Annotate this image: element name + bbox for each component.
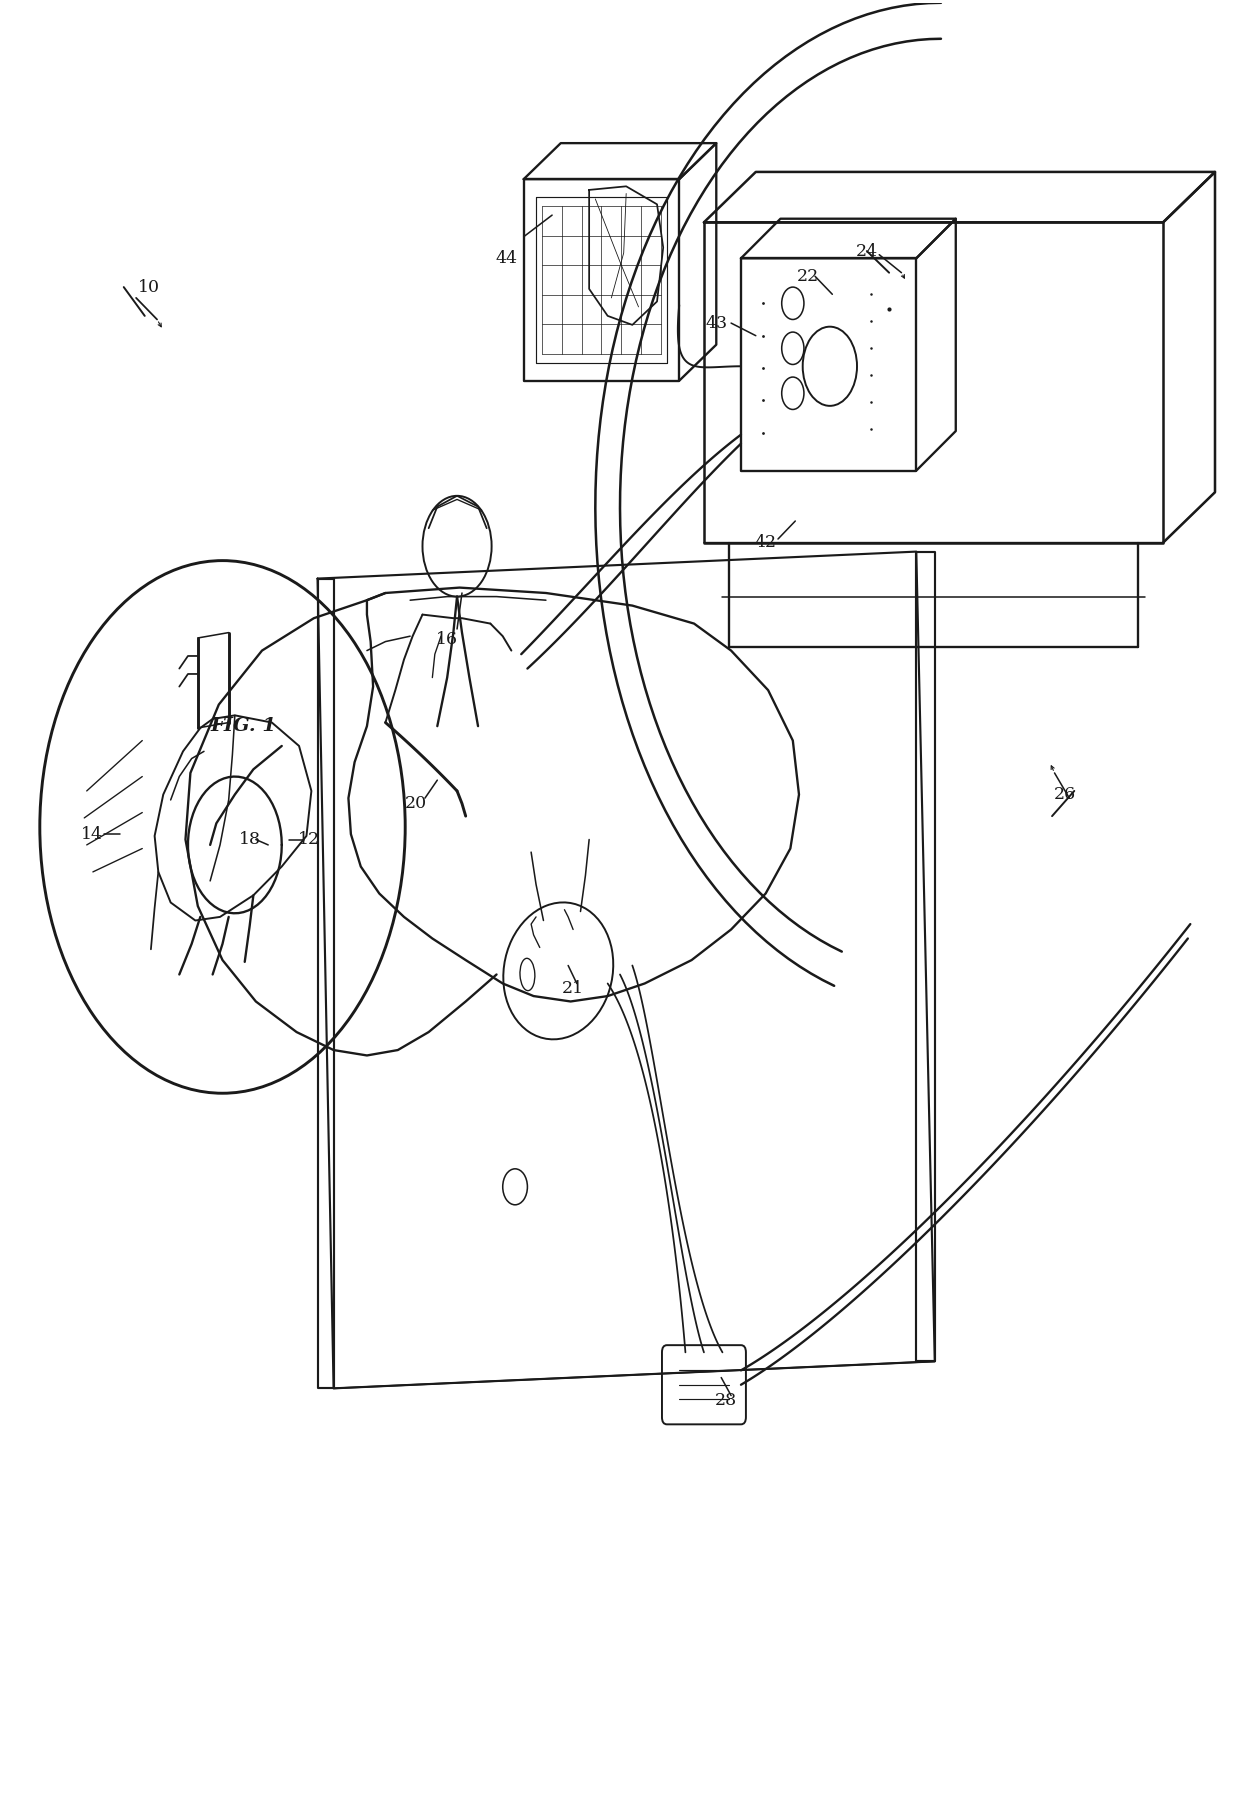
Text: 20: 20 — [405, 794, 428, 812]
Text: 24: 24 — [856, 242, 878, 260]
Text: 12: 12 — [298, 830, 320, 848]
Text: 14: 14 — [81, 825, 103, 843]
Text: 43: 43 — [706, 314, 728, 332]
Text: 44: 44 — [496, 249, 517, 267]
Text: FIG. 1: FIG. 1 — [211, 717, 277, 735]
Text: 28: 28 — [715, 1392, 738, 1410]
Text: 10: 10 — [138, 278, 160, 296]
Text: 16: 16 — [436, 632, 458, 648]
Text: 42: 42 — [755, 534, 776, 551]
Text: 26: 26 — [1053, 785, 1075, 803]
Text: 21: 21 — [562, 980, 584, 998]
Text: 18: 18 — [238, 830, 260, 848]
Text: 22: 22 — [796, 267, 818, 285]
Circle shape — [502, 1170, 527, 1204]
